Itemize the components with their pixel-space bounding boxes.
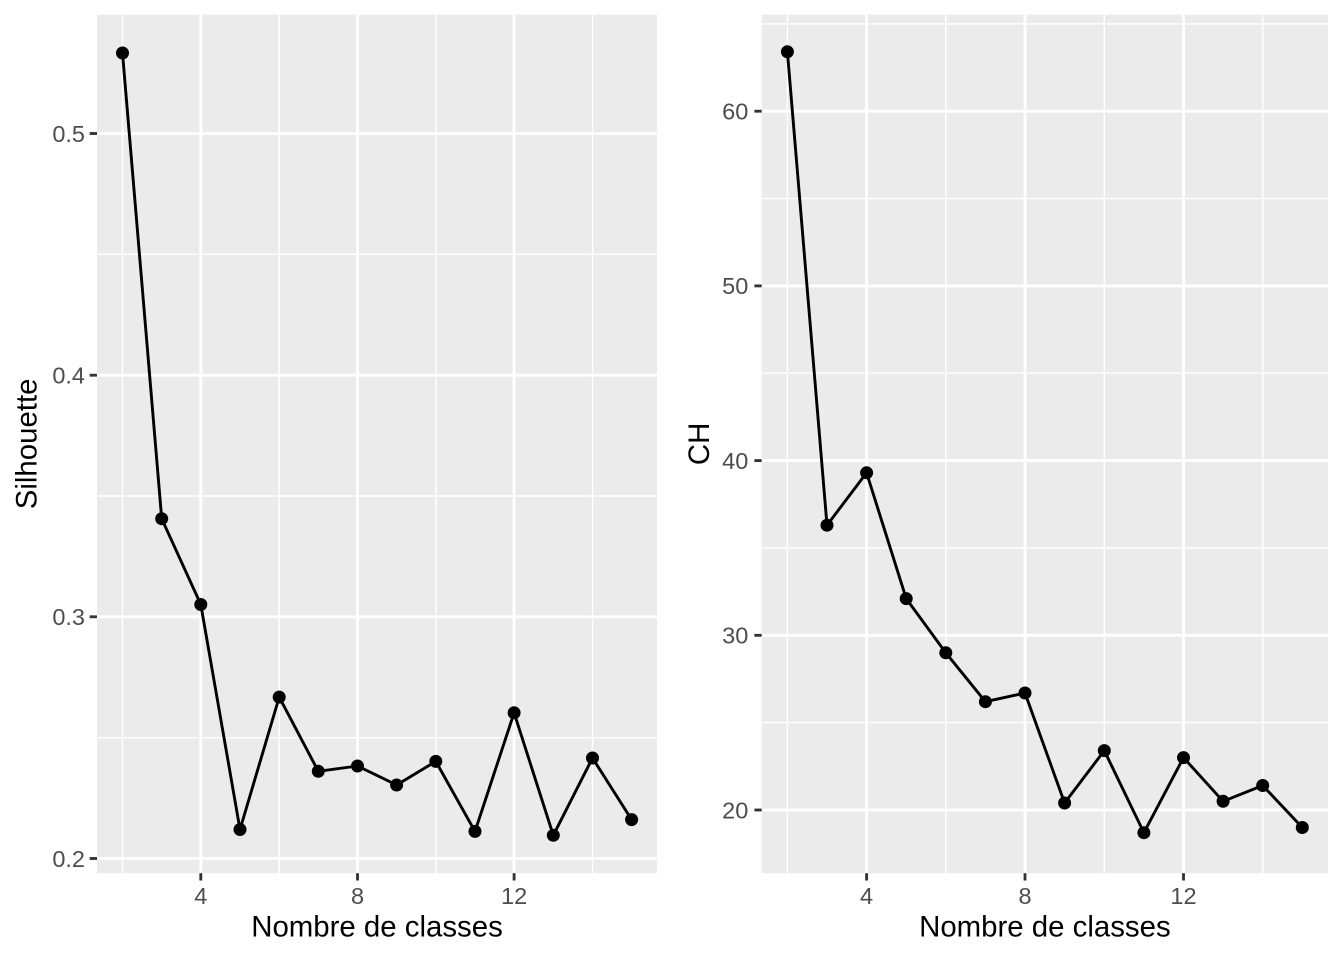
svg-text:40: 40 <box>722 448 748 474</box>
svg-text:12: 12 <box>501 883 527 909</box>
svg-text:0.3: 0.3 <box>52 604 85 630</box>
svg-text:0.4: 0.4 <box>52 363 85 389</box>
svg-text:60: 60 <box>722 99 748 125</box>
svg-text:8: 8 <box>351 883 364 909</box>
svg-text:8: 8 <box>1018 883 1031 909</box>
svg-text:Nombre de classes: Nombre de classes <box>919 911 1171 944</box>
svg-text:50: 50 <box>722 273 748 299</box>
svg-text:30: 30 <box>722 623 748 649</box>
svg-text:Nombre de classes: Nombre de classes <box>251 911 503 944</box>
svg-text:4: 4 <box>194 883 207 909</box>
svg-text:CH: CH <box>683 423 716 465</box>
svg-text:12: 12 <box>1170 883 1196 909</box>
svg-text:0.5: 0.5 <box>52 121 85 147</box>
svg-text:Silhouette: Silhouette <box>11 379 44 510</box>
svg-text:4: 4 <box>860 883 873 909</box>
svg-text:0.2: 0.2 <box>52 846 85 872</box>
svg-text:20: 20 <box>722 797 748 823</box>
